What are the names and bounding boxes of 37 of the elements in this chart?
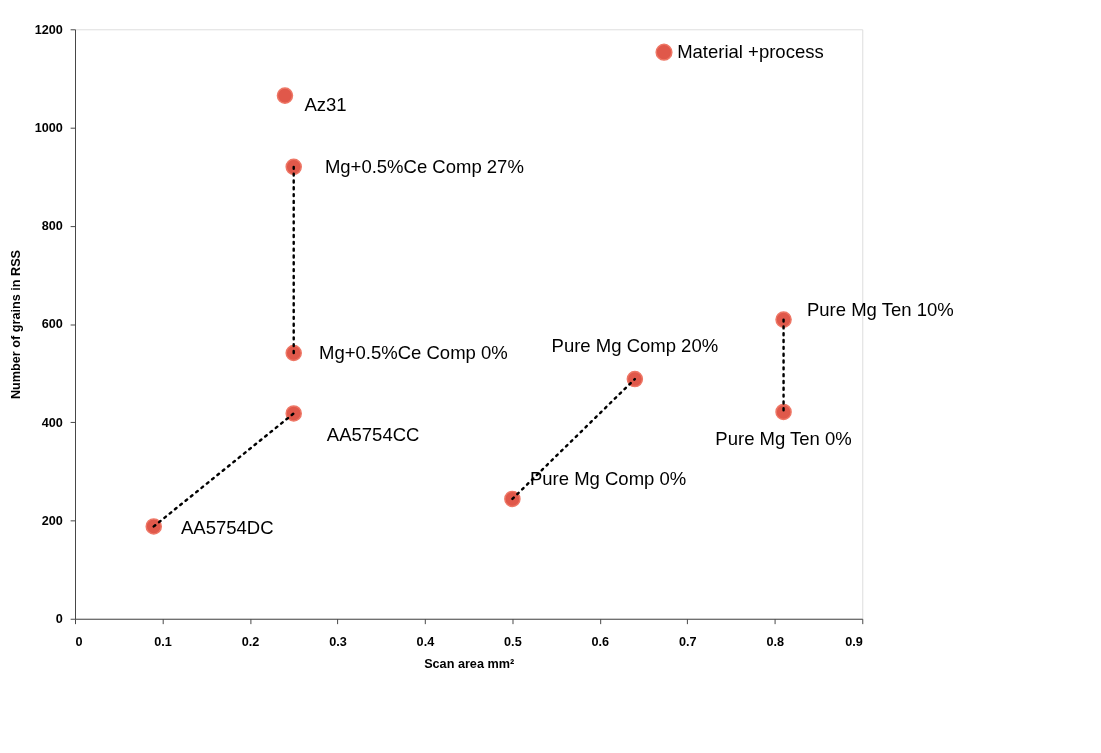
x-tick-label: 0.4: [416, 634, 435, 649]
x-tick-label: 0.3: [329, 634, 347, 649]
point: [504, 490, 521, 508]
x-tick-label: 0: [75, 634, 83, 649]
y-tick-label: 200: [41, 513, 63, 528]
x-tick-label: 0.8: [766, 634, 785, 649]
y-tick-label: 1200: [34, 22, 63, 37]
x-tick-label: 0.7: [679, 634, 697, 649]
x-tick-label: 0.2: [241, 634, 260, 649]
annotation: Pure Mg Ten 0%: [715, 428, 852, 450]
y-tick-label: 800: [41, 219, 63, 234]
point: [285, 158, 302, 176]
legend-label: Material +process: [677, 41, 824, 63]
x-tick-label: 0.5: [504, 634, 522, 649]
point: [775, 403, 792, 421]
annotation: Pure Mg Comp 0%: [529, 468, 687, 490]
point: [285, 344, 302, 362]
point: [626, 370, 644, 388]
annotation: Mg+0.5%Ce Comp 0%: [319, 341, 508, 363]
annotation: AA5754CC: [326, 423, 420, 445]
annotation: Pure Mg Comp 20%: [551, 334, 719, 356]
annotation: Mg+0.5%Ce Comp 27%: [324, 155, 524, 177]
x-tick-label: 0.9: [845, 634, 863, 649]
annotation: Pure Mg Ten 10%: [806, 298, 954, 320]
point: [276, 87, 294, 104]
y-tick-label: 0: [55, 612, 63, 627]
y-axis-title: Number of grains in RSS: [9, 249, 24, 400]
annotation: Az31: [304, 94, 347, 116]
y-tick-label: 400: [41, 415, 63, 430]
y-tick-label: 600: [41, 317, 63, 332]
y-tick-label: 1000: [34, 120, 63, 135]
point: [145, 518, 163, 535]
point: [285, 405, 302, 422]
x-axis-title: Scan area mm²: [424, 656, 515, 671]
annotation: AA5754DC: [181, 517, 274, 539]
x-tick-label: 0.6: [591, 634, 610, 649]
x-tick-label: 0.1: [154, 634, 172, 649]
